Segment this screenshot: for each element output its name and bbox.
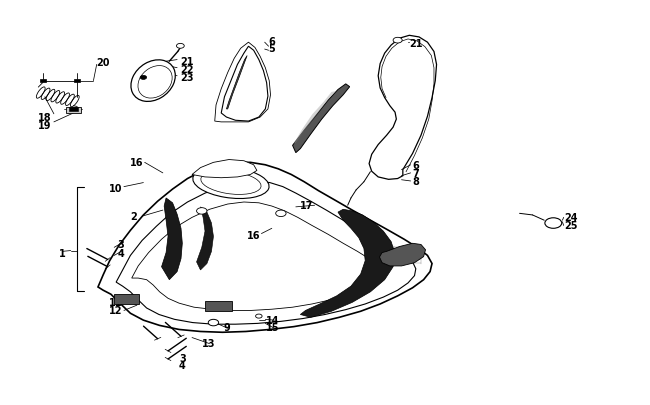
- Circle shape: [393, 38, 402, 44]
- Text: 19: 19: [38, 121, 51, 131]
- Ellipse shape: [201, 171, 261, 195]
- Polygon shape: [162, 198, 182, 280]
- Circle shape: [545, 218, 562, 229]
- Polygon shape: [192, 160, 257, 178]
- Text: 6: 6: [413, 160, 419, 171]
- Circle shape: [208, 320, 218, 326]
- Circle shape: [196, 208, 207, 215]
- Text: 21: 21: [409, 39, 423, 49]
- Bar: [66, 107, 81, 114]
- Text: 11: 11: [109, 298, 123, 307]
- Bar: [40, 80, 46, 83]
- Text: 5: 5: [268, 44, 275, 54]
- Circle shape: [176, 44, 184, 49]
- Text: 4: 4: [179, 360, 186, 370]
- Text: 22: 22: [181, 65, 194, 75]
- Text: 10: 10: [109, 183, 123, 193]
- Text: 3: 3: [179, 353, 186, 363]
- Circle shape: [255, 314, 262, 318]
- Text: 24: 24: [565, 213, 578, 223]
- Text: 25: 25: [565, 221, 578, 231]
- Ellipse shape: [131, 61, 176, 102]
- Text: 1: 1: [59, 248, 66, 258]
- Bar: [74, 80, 80, 83]
- Polygon shape: [226, 56, 247, 110]
- Text: 16: 16: [247, 230, 261, 241]
- Polygon shape: [294, 92, 335, 144]
- Text: 6: 6: [268, 37, 275, 47]
- Polygon shape: [292, 85, 350, 153]
- Bar: [69, 107, 78, 112]
- Polygon shape: [98, 163, 432, 333]
- Text: 23: 23: [181, 73, 194, 83]
- Bar: [205, 301, 232, 311]
- Text: 15: 15: [266, 323, 280, 333]
- Circle shape: [276, 211, 286, 217]
- Text: 4: 4: [117, 248, 124, 258]
- Text: 21: 21: [181, 57, 194, 67]
- Text: 9: 9: [223, 323, 230, 333]
- Polygon shape: [369, 36, 437, 180]
- Text: 17: 17: [300, 201, 313, 211]
- Polygon shape: [300, 210, 395, 318]
- Text: 12: 12: [109, 306, 123, 315]
- Polygon shape: [380, 244, 426, 266]
- Polygon shape: [196, 207, 213, 270]
- Text: 14: 14: [266, 315, 280, 325]
- Text: 2: 2: [130, 212, 137, 222]
- Ellipse shape: [138, 66, 172, 99]
- Bar: [114, 294, 139, 304]
- Text: 8: 8: [412, 177, 419, 186]
- Polygon shape: [221, 47, 268, 122]
- Text: 18: 18: [38, 113, 51, 123]
- Circle shape: [140, 76, 147, 80]
- Text: 7: 7: [413, 168, 419, 179]
- Text: 13: 13: [202, 338, 215, 348]
- Ellipse shape: [193, 167, 269, 199]
- Text: 20: 20: [96, 58, 110, 68]
- Text: 16: 16: [130, 158, 144, 168]
- Text: 3: 3: [117, 240, 124, 250]
